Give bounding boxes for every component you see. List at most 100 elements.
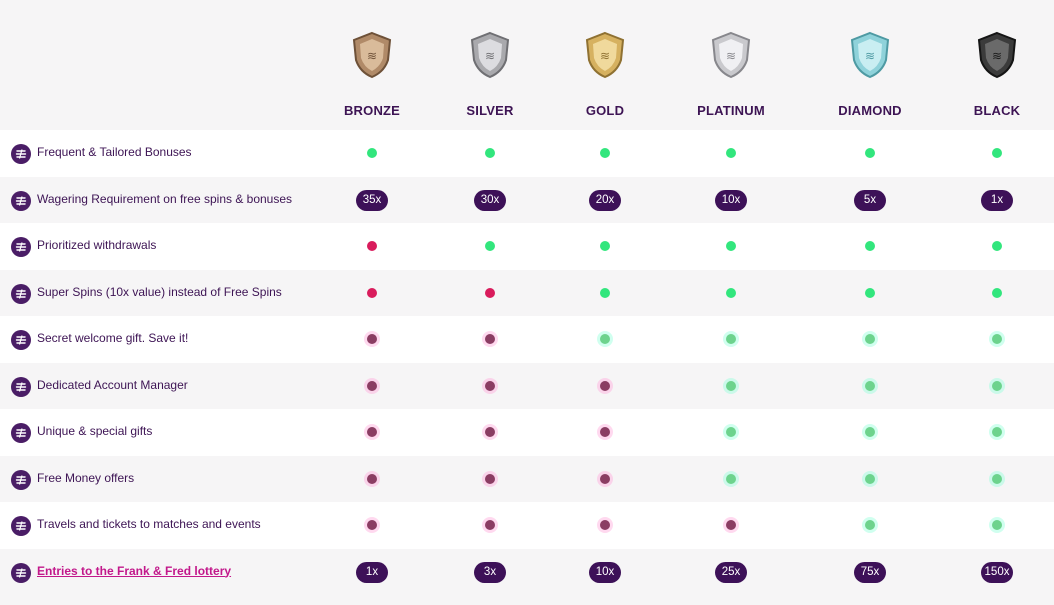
- tier-cell: 1x: [957, 177, 1037, 224]
- tier-cell: 30x: [450, 177, 530, 224]
- tier-black: ≋ BLACK: [937, 0, 1054, 130]
- tier-cell: 3x: [450, 549, 530, 596]
- multiplier-pill: 35x: [356, 189, 388, 211]
- benefit-icon: [11, 469, 31, 490]
- benefit-label: Unique & special gifts: [37, 424, 153, 438]
- tier-cell: [450, 363, 530, 410]
- multiplier-pill: 1x: [356, 561, 388, 583]
- included-dot-icon: [600, 241, 610, 251]
- tier-cell: [565, 409, 645, 456]
- tier-cell: [830, 130, 910, 177]
- included-dot-icon: [992, 148, 1002, 158]
- black-badge-icon: ≋: [977, 31, 1017, 79]
- tier-cell: 10x: [565, 549, 645, 596]
- included-dot-icon: [726, 148, 736, 158]
- included-dot-icon: [865, 380, 875, 391]
- tier-cell: [691, 316, 771, 363]
- tier-cell: [332, 456, 412, 503]
- included-dot-icon: [865, 334, 875, 344]
- tier-cell: 20x: [565, 177, 645, 224]
- included-dot-icon: [726, 287, 736, 298]
- multiplier-pill: 30x: [474, 189, 506, 211]
- not-included-dot-icon: [485, 473, 495, 484]
- not-included-dot-icon: [367, 287, 377, 298]
- benefit-row: Prioritized withdrawals: [0, 223, 1054, 270]
- tier-cell: [332, 130, 412, 177]
- diamond-badge-icon: ≋: [850, 31, 890, 79]
- benefit-row: Wagering Requirement on free spins & bon…: [0, 176, 1054, 224]
- included-dot-icon: [992, 520, 1002, 530]
- tier-cell: [830, 363, 910, 410]
- included-dot-icon: [600, 287, 610, 298]
- tier-cell: 1x: [332, 549, 412, 596]
- included-dot-icon: [726, 380, 736, 391]
- not-included-dot-icon: [726, 520, 736, 530]
- tier-name: PLATINUM: [697, 103, 765, 118]
- included-dot-icon: [992, 427, 1002, 437]
- tier-cell: [830, 502, 910, 549]
- tier-cell: [957, 130, 1037, 177]
- included-dot-icon: [600, 334, 610, 344]
- included-dot-icon: [992, 334, 1002, 344]
- benefit-icon: [11, 237, 31, 257]
- multiplier-pill: 10x: [715, 189, 747, 211]
- not-included-dot-icon: [485, 380, 495, 391]
- included-dot-icon: [726, 473, 736, 484]
- not-included-dot-icon: [600, 427, 610, 437]
- benefit-row: Super Spins (10x value) instead of Free …: [0, 269, 1054, 317]
- benefit-icon: [11, 330, 31, 350]
- platinum-badge-icon: ≋: [711, 31, 751, 79]
- tier-cell: [565, 270, 645, 317]
- tier-cell: 25x: [691, 549, 771, 596]
- tier-cell: [450, 502, 530, 549]
- tier-cell: [332, 223, 412, 270]
- tier-cell: [691, 409, 771, 456]
- tier-header: ≋ BRONZE ≋ SILVER ≋ GOLD ≋ PLATINUM ≋: [0, 0, 1054, 130]
- not-included-dot-icon: [485, 427, 495, 437]
- included-dot-icon: [485, 148, 495, 158]
- benefit-label: Super Spins (10x value) instead of Free …: [37, 284, 282, 299]
- tier-cell: 75x: [830, 549, 910, 596]
- tier-cell: [957, 270, 1037, 317]
- included-dot-icon: [865, 148, 875, 158]
- tier-cell: 35x: [332, 177, 412, 224]
- benefit-label: Travels and tickets to matches and event…: [37, 517, 261, 531]
- tier-platinum: ≋ PLATINUM: [671, 0, 791, 130]
- not-included-dot-icon: [600, 520, 610, 530]
- tier-cell: [957, 502, 1037, 549]
- tier-cell: [957, 363, 1037, 410]
- tier-cell: 150x: [957, 549, 1037, 596]
- tier-cell: [691, 363, 771, 410]
- tier-bronze: ≋ BRONZE: [312, 0, 432, 130]
- tier-cell: [830, 409, 910, 456]
- tier-cell: [332, 316, 412, 363]
- tier-gold: ≋ GOLD: [545, 0, 665, 130]
- multiplier-pill: 150x: [981, 561, 1013, 583]
- benefit-label: Dedicated Account Manager: [37, 377, 188, 392]
- tier-cell: [450, 270, 530, 317]
- benefit-row: Dedicated Account Manager: [0, 362, 1054, 410]
- tier-cell: [450, 316, 530, 363]
- tier-cell: [691, 502, 771, 549]
- benefit-icon: [11, 376, 31, 397]
- not-included-dot-icon: [367, 520, 377, 530]
- benefit-icon: [11, 423, 31, 443]
- included-dot-icon: [865, 473, 875, 484]
- included-dot-icon: [992, 473, 1002, 484]
- multiplier-pill: 5x: [854, 189, 886, 211]
- lottery-link[interactable]: Entries to the Frank & Fred lottery: [37, 563, 232, 578]
- gold-badge-icon: ≋: [585, 31, 625, 79]
- tier-cell: [565, 223, 645, 270]
- tier-cell: [830, 456, 910, 503]
- not-included-dot-icon: [485, 287, 495, 298]
- tier-cell: [691, 130, 771, 177]
- included-dot-icon: [726, 334, 736, 344]
- tier-cell: [565, 502, 645, 549]
- tier-cell: [830, 316, 910, 363]
- benefit-label: Wagering Requirement on free spins & bon…: [37, 191, 293, 206]
- benefit-icon: [11, 144, 31, 164]
- tier-name: DIAMOND: [838, 103, 902, 118]
- tier-cell: [957, 223, 1037, 270]
- not-included-dot-icon: [367, 380, 377, 391]
- benefit-icon: [11, 190, 31, 211]
